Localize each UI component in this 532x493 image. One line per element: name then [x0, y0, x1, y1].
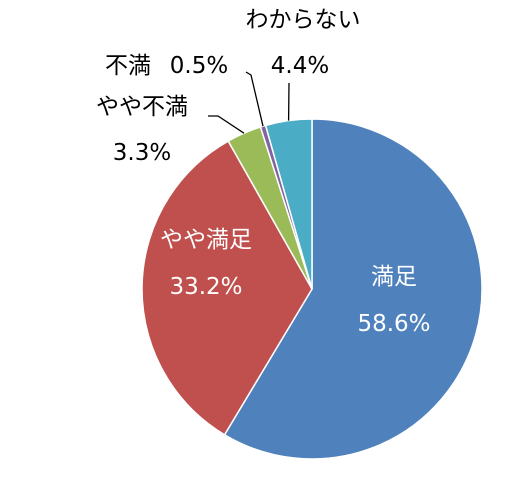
slice-label-wakaranai-name: わからない — [246, 7, 361, 33]
slice-label-fuman-name: 不満 — [105, 53, 151, 79]
slice-label-fuman-value: 0.5% — [170, 53, 228, 79]
leader-line-yaya-fuman — [208, 115, 245, 134]
slice-label-yaya-fuman-name: やや不満 — [96, 94, 188, 120]
slice-label-manzoku-value: 58.6% — [357, 311, 430, 337]
slice-label-yaya-manzoku-value: 33.2% — [169, 274, 242, 300]
slice-label-wakaranai-value: 4.4% — [271, 53, 329, 79]
pie-slice-4 — [264, 118, 313, 290]
slice-label-manzoku-name: 満足 — [371, 264, 417, 290]
pie-slice-0 — [223, 118, 483, 460]
slice-label-yaya-manzoku-name: やや満足 — [160, 227, 252, 253]
leader-lines — [208, 71, 290, 134]
pie-slices — [141, 118, 483, 460]
leader-line-fuman — [245, 71, 264, 127]
slice-label-yaya-fuman-value: 3.3% — [113, 140, 171, 166]
